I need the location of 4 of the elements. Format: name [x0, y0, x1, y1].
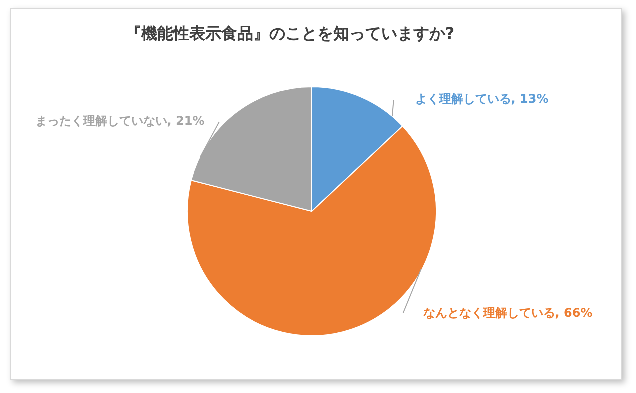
slice-label: よく理解している, 13%	[415, 92, 549, 106]
slice-label: なんとなく理解している, 66%	[423, 306, 593, 320]
slice-label: まったく理解していない, 21%	[35, 114, 205, 128]
chart-title: 『機能性表示食品』のことを知っていますか?	[124, 24, 456, 45]
